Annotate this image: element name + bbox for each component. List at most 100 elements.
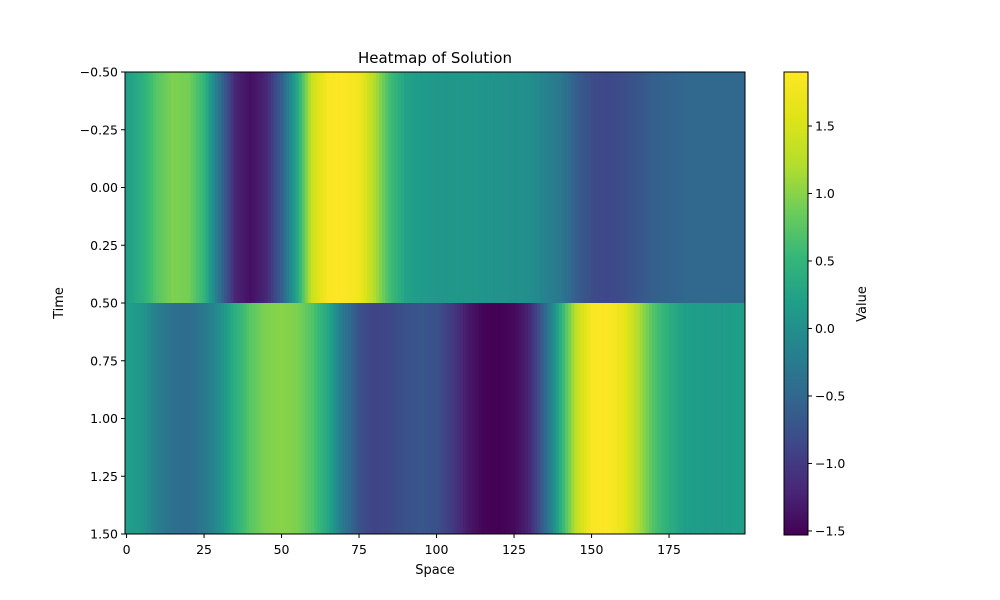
heatmap-cells <box>125 72 745 534</box>
heatmap-cell <box>165 72 169 303</box>
heatmap-cell <box>323 303 328 534</box>
heatmap-cell <box>596 303 600 534</box>
heatmap-cell <box>670 72 675 303</box>
heatmap-cell <box>311 303 315 534</box>
heatmap-cell <box>134 72 138 303</box>
heatmap-cell <box>404 72 408 303</box>
heatmap-cell <box>484 303 489 534</box>
x-tick-label: 75 <box>351 542 367 557</box>
heatmap-cell <box>645 72 650 303</box>
heatmap-cell <box>543 303 548 534</box>
heatmap-cell <box>438 72 442 303</box>
heatmap-cell <box>264 303 269 534</box>
heatmap-cell <box>521 72 526 303</box>
heatmap-cell <box>326 303 331 534</box>
heatmap-cell <box>698 303 703 534</box>
heatmap-cell <box>521 303 526 534</box>
heatmap-cell <box>397 303 402 534</box>
heatmap-cell <box>717 303 721 534</box>
heatmap-cell <box>528 303 532 534</box>
heatmap-cell <box>168 303 173 534</box>
heatmap-cell <box>642 303 647 534</box>
heatmap-cell <box>363 72 368 303</box>
heatmap-cell <box>261 303 266 534</box>
heatmap-cell <box>338 72 343 303</box>
heatmap-cell <box>540 303 545 534</box>
heatmap-cell <box>559 72 563 303</box>
heatmap-cell <box>639 72 644 303</box>
heatmap-cell <box>283 72 287 303</box>
heatmap-cell <box>410 303 414 534</box>
heatmap-cell <box>627 72 631 303</box>
heatmap-cell <box>593 303 597 534</box>
heatmap-cell <box>735 72 740 303</box>
heatmap-cell <box>345 72 349 303</box>
heatmap-cell <box>701 303 706 534</box>
x-tick-label: 50 <box>274 542 290 557</box>
heatmap-cell <box>416 72 421 303</box>
heatmap-cell <box>710 72 715 303</box>
heatmap-cell <box>382 72 386 303</box>
heatmap-cell <box>397 72 402 303</box>
heatmap-cell <box>444 72 448 303</box>
heatmap-cell <box>664 303 669 534</box>
heatmap-cell <box>565 72 569 303</box>
heatmap-cell <box>692 72 696 303</box>
heatmap-cell <box>425 72 430 303</box>
heatmap-cell <box>348 72 352 303</box>
heatmap-cell <box>738 303 743 534</box>
heatmap-cell <box>683 72 687 303</box>
heatmap-cell <box>524 72 529 303</box>
x-tick-label: 125 <box>502 542 526 557</box>
heatmap-cell <box>224 303 228 534</box>
colorbar-tick-label: −1.5 <box>815 523 845 538</box>
heatmap-cell <box>366 72 371 303</box>
heatmap-cell <box>599 303 603 534</box>
heatmap-cell <box>469 72 473 303</box>
heatmap-cell <box>602 72 607 303</box>
heatmap-cell <box>472 303 476 534</box>
heatmap-cell <box>267 303 272 534</box>
heatmap-cell <box>704 72 709 303</box>
heatmap-cell <box>159 72 163 303</box>
heatmap-cell <box>540 72 545 303</box>
heatmap-cell <box>428 303 433 534</box>
colorbar-frame <box>783 71 809 536</box>
heatmap-cell <box>655 303 659 534</box>
heatmap-cell <box>648 303 653 534</box>
heatmap-cell <box>673 72 678 303</box>
heatmap-cell <box>280 72 284 303</box>
heatmap-cell <box>720 303 724 534</box>
x-tick-label: 25 <box>196 542 212 557</box>
heatmap-cell <box>667 303 672 534</box>
colorbar-label: Value <box>855 286 870 322</box>
heatmap-cell <box>450 72 455 303</box>
y-tick-label: 1.50 <box>90 527 118 542</box>
heatmap-cell <box>617 72 622 303</box>
heatmap-cell <box>590 303 594 534</box>
heatmap-cell <box>435 72 439 303</box>
y-tick-label: 0.50 <box>90 296 118 311</box>
heatmap-cell <box>605 303 610 534</box>
heatmap-cell <box>438 303 442 534</box>
heatmap-cell <box>342 303 346 534</box>
heatmap-cell <box>503 303 507 534</box>
heatmap-cell <box>140 303 145 534</box>
heatmap-cell <box>661 72 665 303</box>
colorbar-tick-label: 1.5 <box>815 118 835 133</box>
heatmap-cell <box>410 72 414 303</box>
heatmap-cell <box>252 72 256 303</box>
heatmap-cell <box>593 72 597 303</box>
heatmap-cell <box>469 303 473 534</box>
heatmap-cell <box>301 72 306 303</box>
heatmap-cell <box>187 72 191 303</box>
heatmap-cell <box>726 72 731 303</box>
heatmap-cell <box>245 72 250 303</box>
heatmap-cell <box>741 303 745 534</box>
heatmap-cell <box>639 303 644 534</box>
heatmap-cell <box>317 303 321 534</box>
heatmap-cell <box>453 303 458 534</box>
heatmap-cell <box>307 303 312 534</box>
heatmap-cell <box>509 72 514 303</box>
heatmap-cell <box>286 72 290 303</box>
